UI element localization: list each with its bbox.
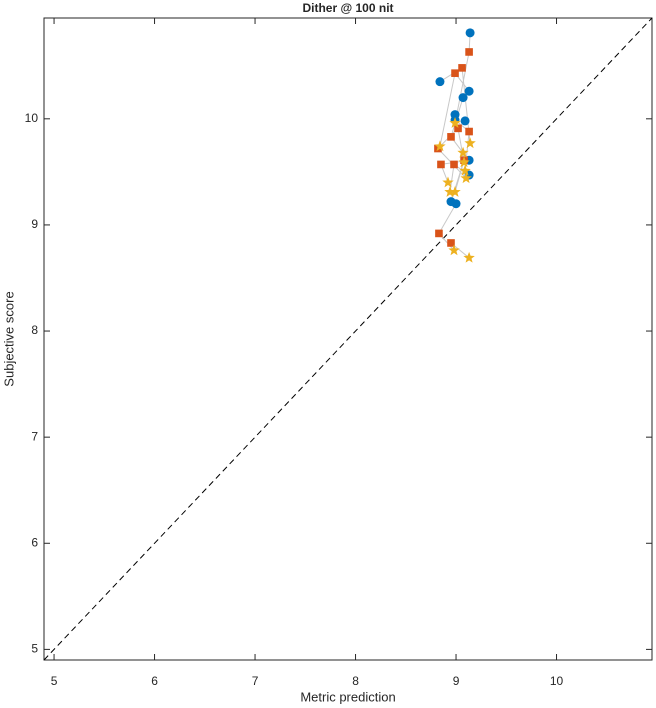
y-axis-label: Subjective score — [1, 291, 16, 386]
x-tick-label: 8 — [352, 674, 359, 688]
point — [459, 164, 471, 176]
identity-line — [43, 17, 653, 661]
point — [460, 172, 472, 184]
point — [464, 137, 476, 149]
point — [465, 28, 475, 38]
point — [442, 176, 454, 188]
point — [457, 146, 469, 158]
point — [434, 140, 446, 152]
point — [463, 251, 475, 263]
point — [449, 186, 461, 197]
x-axis-label: Metric prediction — [300, 689, 395, 704]
y-tick-label: 10 — [25, 111, 39, 125]
x-tick-label: 7 — [252, 674, 259, 688]
y-tick-label: 8 — [31, 323, 38, 337]
chart-title: Dither @ 100 nit — [302, 1, 393, 15]
point — [458, 93, 468, 103]
point — [460, 116, 470, 126]
point — [444, 186, 456, 197]
point — [447, 133, 455, 141]
x-tick-label: 5 — [51, 674, 58, 688]
point — [449, 117, 461, 128]
point — [465, 48, 473, 56]
x-tick-label: 10 — [550, 674, 564, 688]
point — [437, 160, 445, 169]
point — [451, 199, 461, 209]
x-tick-label: 6 — [151, 674, 158, 688]
point — [451, 69, 459, 77]
point — [450, 160, 458, 169]
point — [458, 64, 466, 72]
y-tick-label: 7 — [31, 429, 38, 443]
point — [435, 77, 445, 87]
y-tick-label: 5 — [31, 642, 38, 656]
point — [458, 156, 470, 168]
y-tick-label: 6 — [31, 535, 38, 549]
y-tick-label: 9 — [31, 217, 38, 231]
point — [448, 244, 460, 256]
point — [464, 86, 474, 96]
point — [447, 239, 455, 247]
point — [435, 229, 443, 238]
point — [454, 124, 462, 133]
x-tick-label: 9 — [453, 674, 460, 688]
point — [465, 127, 473, 136]
